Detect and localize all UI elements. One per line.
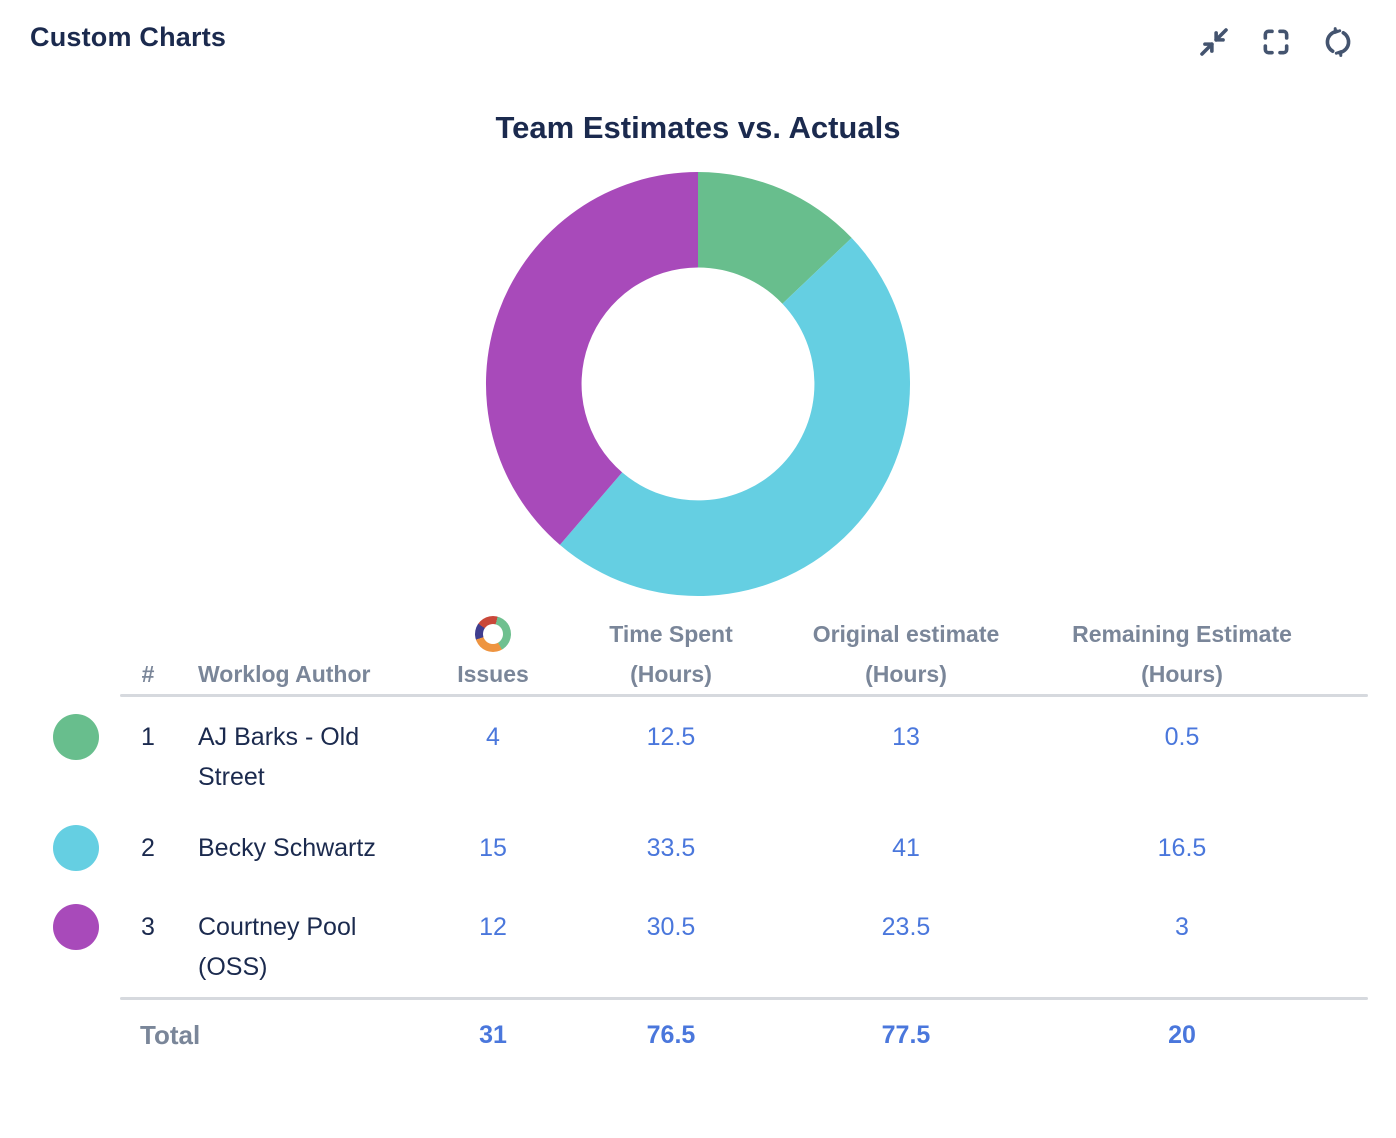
donut-segment-1[interactable]	[698, 171, 852, 304]
author-name: AJ Barks - Old Street	[198, 723, 360, 791]
table-row: 1 AJ Barks - Old Street 4 12.5 13 0.5	[38, 697, 1368, 812]
total-issues: 31	[479, 1021, 507, 1049]
series-color-swatch	[53, 904, 99, 950]
row-author: Becky Schwartz	[176, 828, 422, 868]
row-time-spent: 12.5	[646, 723, 696, 751]
row-remaining-estimate: 16.5	[1157, 834, 1207, 862]
series-color-swatch	[53, 714, 99, 760]
remaining-estimate-line1: Remaining Estimate	[1072, 621, 1292, 647]
donut-chart[interactable]	[0, 170, 1396, 598]
panel-header: Custom Charts	[0, 0, 1396, 60]
col-header-original-estimate: Original estimate (Hours)	[778, 614, 1034, 694]
table-row: 2 Becky Schwartz 15 33.5 41 16.5	[38, 812, 1368, 885]
author-name: Courtney Pool (OSS)	[198, 913, 357, 981]
row-issues: 12	[479, 913, 507, 941]
col-header-time-spent: Time Spent (Hours)	[564, 614, 778, 694]
remaining-estimate-line2: (Hours)	[1141, 661, 1223, 687]
author-name: Becky Schwartz	[198, 834, 376, 862]
row-time-spent: 30.5	[646, 913, 696, 941]
time-spent-line2: (Hours)	[630, 661, 712, 687]
row-remaining-estimate: 0.5	[1164, 723, 1200, 751]
total-original-estimate: 77.5	[881, 1021, 931, 1049]
row-original-estimate: 13	[892, 723, 920, 751]
total-divider	[120, 997, 1368, 1000]
total-time-spent: 76.5	[646, 1021, 696, 1049]
original-estimate-line1: Original estimate	[812, 621, 1000, 647]
col-header-num: #	[141, 661, 155, 687]
series-color-swatch	[53, 825, 99, 871]
col-header-issues-label: Issues	[457, 661, 529, 687]
panel-actions	[1196, 22, 1356, 60]
row-remaining-estimate: 3	[1175, 913, 1189, 941]
col-header-author: Worklog Author	[198, 661, 371, 687]
total-label: Total	[140, 1020, 201, 1050]
header-divider	[120, 694, 1368, 697]
col-header-issues: Issues	[422, 616, 564, 694]
col-header-remaining-estimate: Remaining Estimate (Hours)	[1034, 614, 1330, 694]
row-num: 2	[141, 834, 155, 862]
row-original-estimate: 23.5	[881, 913, 931, 941]
worklog-table: # Worklog Author Issues Time Spent (Hour…	[38, 614, 1368, 1055]
collapse-button[interactable]	[1196, 24, 1232, 60]
fullscreen-button[interactable]	[1258, 24, 1294, 60]
row-num: 3	[141, 913, 155, 941]
total-row: Total 31 76.5 77.5 20	[38, 1000, 1368, 1055]
row-issues: 4	[486, 723, 500, 751]
table-header-row: # Worklog Author Issues Time Spent (Hour…	[38, 614, 1368, 694]
original-estimate-line2: (Hours)	[865, 661, 947, 687]
collapse-icon	[1200, 28, 1228, 56]
table-row: 3 Courtney Pool (OSS) 12 30.5 23.5 3	[38, 885, 1368, 997]
refresh-icon	[1325, 27, 1351, 57]
fullscreen-icon	[1263, 29, 1289, 55]
row-author: Courtney Pool (OSS)	[176, 907, 422, 987]
total-remaining-estimate: 20	[1168, 1021, 1196, 1049]
mini-donut-icon	[475, 616, 511, 652]
chart-title: Team Estimates vs. Actuals	[495, 110, 901, 145]
donut-segment-3[interactable]	[485, 171, 698, 545]
donut-segment-2[interactable]	[559, 237, 911, 597]
row-original-estimate: 41	[892, 834, 920, 862]
row-time-spent: 33.5	[646, 834, 696, 862]
row-author: AJ Barks - Old Street	[176, 717, 422, 797]
panel-title: Custom Charts	[30, 22, 227, 52]
row-num: 1	[141, 723, 155, 751]
time-spent-line1: Time Spent	[609, 621, 733, 647]
refresh-button[interactable]	[1320, 24, 1356, 60]
donut-svg[interactable]	[484, 170, 912, 598]
row-issues: 15	[479, 834, 507, 862]
